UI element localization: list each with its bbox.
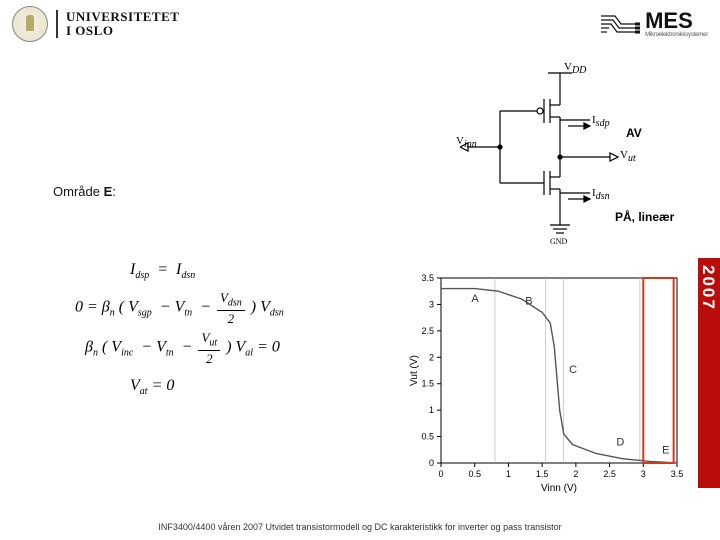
equation-3: βn ( Vinc − Vtn − Vut2 ) Val = 0 <box>85 331 284 365</box>
svg-text:Vinn (V): Vinn (V) <box>541 483 577 494</box>
region-label: Område E: <box>53 184 116 199</box>
region-letter: E <box>104 184 113 199</box>
circuit-svg <box>460 65 670 255</box>
slide-header: UNIVERSITETET I OSLO MES Mikroelektronik… <box>0 0 720 48</box>
svg-text:0.5: 0.5 <box>468 469 481 479</box>
year-label: 2007 <box>698 265 718 311</box>
svg-text:2.5: 2.5 <box>421 326 434 336</box>
svg-text:A: A <box>471 293 479 305</box>
svg-text:1: 1 <box>506 469 511 479</box>
idsp-label: Isdp <box>592 114 610 129</box>
equation-2: 0 = βn ( Vsgp − Vtn − Vdsn2 ) Vdsn <box>75 291 284 325</box>
equation-4: Vat = 0 <box>130 371 284 401</box>
equations-block: Idsp = Idsn 0 = βn ( Vsgp − Vtn − Vdsn2 … <box>130 255 284 401</box>
gnd-label: GND <box>550 237 567 246</box>
inverter-circuit: VDD Vinn Vut Isdp Idsn GND <box>460 65 670 255</box>
uio-logo-block: UNIVERSITETET I OSLO <box>12 6 179 42</box>
svg-text:2.5: 2.5 <box>603 469 616 479</box>
svg-text:2: 2 <box>573 469 578 479</box>
svg-text:B: B <box>525 295 532 307</box>
mes-name: MES <box>645 10 708 32</box>
region-prefix: Område <box>53 184 104 199</box>
svg-text:0: 0 <box>429 458 434 468</box>
svg-text:3.5: 3.5 <box>671 469 684 479</box>
svg-text:1.5: 1.5 <box>421 379 434 389</box>
transfer-curve-chart: 0 0.5 1 1.5 2 2.5 3 3.5 0 0.5 1 1.5 2 2.5 3 3.5 A B C D E Vin… <box>405 270 685 495</box>
svg-text:Vut (V): Vut (V) <box>409 355 420 386</box>
svg-text:1.5: 1.5 <box>536 469 549 479</box>
svg-text:D: D <box>616 437 624 449</box>
mes-text-block: MES Mikroelektronikksystemer <box>645 10 708 38</box>
vout-label: Vut <box>620 149 636 164</box>
idsn-label: Idsn <box>592 187 610 202</box>
svg-text:3: 3 <box>641 469 646 479</box>
nmos-state-label: PÅ, lineær <box>615 210 674 224</box>
pmos-state-label: AV <box>626 126 642 140</box>
vdd-label: VDD <box>564 61 586 76</box>
uio-line2: I OSLO <box>66 23 113 38</box>
svg-text:3: 3 <box>429 299 434 309</box>
uio-wordmark: UNIVERSITETET I OSLO <box>56 10 179 37</box>
mes-chip-icon <box>597 10 641 38</box>
mes-logo-block: MES Mikroelektronikksystemer <box>597 10 708 38</box>
vin-label: Vinn <box>456 135 477 150</box>
uio-seal-icon <box>12 6 48 42</box>
svg-text:0: 0 <box>438 469 443 479</box>
svg-text:1: 1 <box>429 405 434 415</box>
region-suffix: : <box>112 184 116 199</box>
svg-text:3.5: 3.5 <box>421 273 434 283</box>
mes-subtitle: Mikroelektronikksystemer <box>645 32 708 38</box>
svg-text:E: E <box>662 444 669 456</box>
slide-footer: INF3400/4400 våren 2007 Utvidet transist… <box>0 522 720 532</box>
equation-1: Idsp = Idsn <box>130 255 284 285</box>
svg-text:2: 2 <box>429 352 434 362</box>
svg-text:C: C <box>569 364 577 376</box>
svg-text:0.5: 0.5 <box>421 432 434 442</box>
